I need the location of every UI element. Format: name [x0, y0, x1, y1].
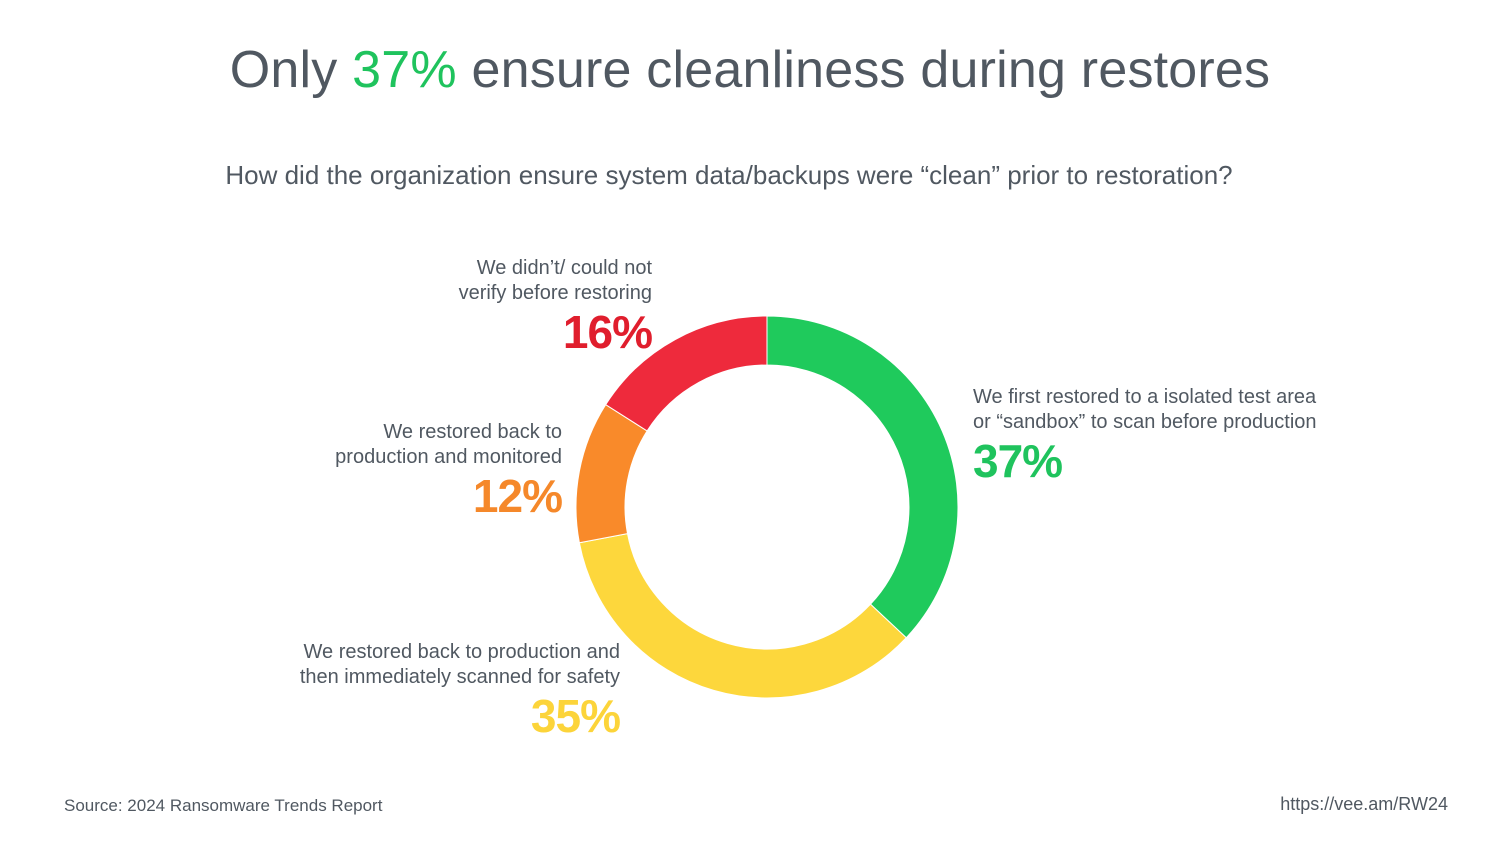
title-highlight: 37% [352, 41, 457, 99]
slice-label-line: We restored back to [383, 421, 562, 443]
slice-label-line: or “sandbox” to scan before production [973, 411, 1317, 433]
title-suffix: ensure cleanliness during restores [456, 41, 1271, 99]
slice-label-scanned: We restored back to production and then … [299, 640, 621, 742]
chart-title: Only 37% ensure cleanliness during resto… [0, 40, 1500, 100]
slice-monitored [575, 403, 648, 544]
slice-not-verified [605, 315, 768, 432]
slice-label-line: production and monitored [335, 446, 562, 468]
title-prefix: Only [229, 41, 353, 99]
slice-label-line: then immediately scanned for safety [299, 666, 620, 688]
slice-value-label: 16% [562, 306, 653, 358]
slice-sandbox [766, 315, 959, 639]
slice-scanned [578, 533, 907, 699]
slice-label-line: We restored back to production and [303, 641, 620, 663]
footer-link[interactable]: https://vee.am/RW24 [1280, 794, 1448, 814]
slice-label-not-verified: We didn’t/ could not verify before resto… [458, 256, 653, 358]
slice-value-label: 35% [530, 690, 621, 742]
slice-label-monitored: We restored back to production and monit… [335, 420, 563, 522]
slice-label-sandbox: We first restored to a isolated test are… [973, 385, 1317, 487]
chart-subtitle: How did the organization ensure system d… [225, 160, 1233, 190]
slice-label-line: We first restored to a isolated test are… [973, 386, 1317, 408]
slice-value-label: 12% [472, 470, 563, 522]
source-note: Source: 2024 Ransomware Trends Report [64, 796, 383, 815]
slice-label-line: We didn’t/ could not [476, 257, 652, 279]
slice-label-line: verify before restoring [458, 282, 652, 304]
slice-value-label: 37% [973, 435, 1063, 487]
